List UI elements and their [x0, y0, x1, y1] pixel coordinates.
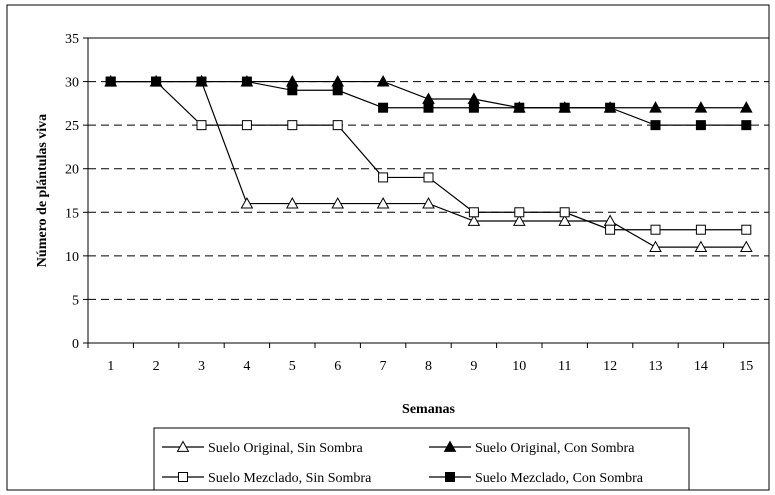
- data-point: [649, 240, 662, 253]
- data-point: [241, 120, 252, 131]
- legend-marker: [176, 440, 190, 452]
- legend-marker: [445, 472, 455, 482]
- data-point: [105, 76, 116, 87]
- data-point: [468, 102, 479, 113]
- y-tick-label: 5: [72, 293, 79, 308]
- y-tick-label: 20: [65, 163, 79, 178]
- data-point: [512, 214, 526, 226]
- x-tick-label: 4: [243, 359, 250, 374]
- legend-label: Suelo Original, Sin Sombra: [208, 441, 364, 456]
- data-point: [559, 102, 570, 113]
- x-axis-title: Semanas: [402, 402, 455, 417]
- legend-item: Suelo Original, Con Sombra: [429, 440, 635, 456]
- data-point: [423, 102, 434, 113]
- legend-item: Suelo Original, Sin Sombra: [162, 440, 364, 456]
- x-tick-label: 9: [470, 359, 477, 374]
- x-tick-label: 12: [603, 359, 617, 374]
- legend-item: Suelo Mezclado, Sin Sombra: [162, 471, 372, 486]
- data-point: [287, 120, 298, 131]
- data-point: [196, 120, 207, 131]
- x-tick-label: 11: [558, 359, 571, 374]
- series-4: [105, 76, 752, 131]
- data-point: [423, 172, 434, 183]
- data-point: [241, 76, 252, 87]
- data-point: [649, 101, 662, 113]
- data-point: [285, 197, 299, 209]
- y-tick-label: 35: [65, 32, 79, 47]
- data-point: [514, 102, 525, 113]
- legend-label: Suelo Original, Con Sombra: [475, 441, 635, 456]
- data-point: [468, 207, 479, 218]
- y-tick-label: 10: [65, 250, 79, 265]
- data-point: [694, 101, 708, 113]
- data-point: [650, 224, 661, 235]
- x-tick-label: 14: [694, 359, 708, 374]
- data-point: [650, 120, 661, 131]
- x-tick-label: 13: [649, 359, 663, 374]
- y-tick-label: 15: [65, 206, 79, 221]
- data-point: [605, 102, 616, 113]
- data-point: [331, 197, 345, 209]
- data-point: [376, 197, 390, 209]
- x-tick-label: 7: [380, 359, 387, 374]
- data-point: [695, 120, 706, 131]
- data-point: [741, 120, 752, 131]
- legend-item: Suelo Mezclado, Con Sombra: [429, 471, 644, 486]
- data-point: [694, 240, 708, 253]
- plot-area-border: [87, 37, 770, 344]
- x-tick-label: 2: [153, 359, 160, 374]
- y-tick-label: 25: [65, 119, 79, 134]
- data-point: [378, 172, 389, 183]
- y-tick-label: 0: [72, 337, 79, 352]
- y-axis-title: Número de plántulas viva: [35, 114, 50, 267]
- data-point: [378, 102, 389, 113]
- x-tick-label: 8: [425, 359, 432, 374]
- data-point: [376, 75, 390, 87]
- y-tick-label: 30: [65, 76, 79, 91]
- data-point: [151, 76, 162, 87]
- data-point: [287, 85, 298, 96]
- data-point: [605, 224, 616, 235]
- data-point: [559, 207, 570, 218]
- data-point: [332, 85, 343, 96]
- legend-box: [153, 427, 690, 491]
- data-point: [695, 224, 706, 235]
- x-tick-label: 5: [289, 359, 296, 374]
- legend-label: Suelo Mezclado, Sin Sombra: [208, 471, 372, 486]
- x-tick-label: 10: [512, 359, 526, 374]
- x-tick-label: 1: [107, 359, 114, 374]
- data-point: [741, 224, 752, 235]
- data-point: [240, 197, 254, 209]
- data-point: [739, 101, 753, 113]
- x-tick-label: 6: [334, 359, 341, 374]
- legend-marker: [443, 440, 457, 452]
- data-point: [467, 214, 481, 226]
- data-point: [558, 214, 572, 226]
- data-point: [739, 240, 753, 253]
- legend-marker: [178, 472, 188, 482]
- x-tick-label: 15: [739, 359, 753, 374]
- x-tick-label: 3: [198, 359, 205, 374]
- data-point: [514, 207, 525, 218]
- gridlines: [88, 81, 769, 300]
- legend: Suelo Original, Sin Sombra Suelo Original…: [153, 427, 690, 491]
- legend-label: Suelo Mezclado, Con Sombra: [475, 471, 644, 486]
- data-point: [422, 197, 435, 209]
- data-point: [332, 120, 343, 131]
- series-layer: [104, 75, 753, 253]
- data-point: [196, 76, 207, 87]
